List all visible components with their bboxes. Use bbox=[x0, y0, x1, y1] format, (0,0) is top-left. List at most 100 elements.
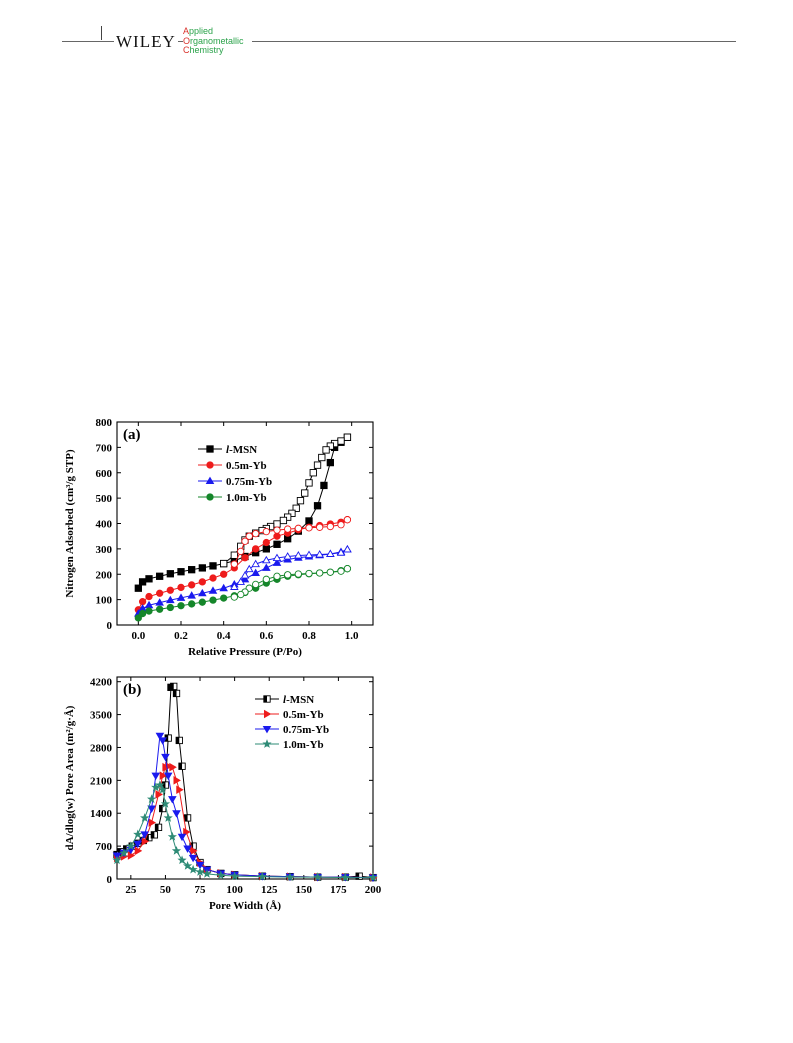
legend-label: 0.5m-Yb bbox=[283, 709, 324, 721]
data-point bbox=[112, 855, 122, 865]
data-point bbox=[198, 578, 206, 586]
data-point bbox=[154, 823, 163, 831]
data-point bbox=[284, 525, 292, 533]
data-point bbox=[326, 549, 335, 557]
series-l-msn bbox=[113, 682, 377, 882]
data-point bbox=[198, 564, 206, 572]
legend-marker bbox=[205, 476, 215, 485]
series-0-75m-yb bbox=[134, 544, 352, 617]
data-point bbox=[236, 577, 246, 585]
data-point bbox=[177, 855, 187, 865]
x-tick-label: 25 bbox=[125, 884, 137, 896]
marker-fill bbox=[263, 695, 267, 703]
data-point bbox=[230, 551, 238, 559]
data-point bbox=[313, 872, 323, 882]
data-point bbox=[273, 532, 281, 540]
data-point bbox=[133, 829, 143, 839]
legend-label-text: -MSN bbox=[229, 444, 257, 456]
data-point bbox=[151, 772, 161, 781]
data-point bbox=[202, 868, 212, 878]
marker-fill bbox=[178, 763, 183, 770]
marker-fill bbox=[167, 684, 171, 691]
data-point bbox=[188, 864, 198, 874]
series-0-5m-yb bbox=[134, 516, 352, 614]
header-divider bbox=[101, 26, 102, 40]
y-tick-label: 4200 bbox=[90, 677, 113, 689]
data-point bbox=[166, 586, 174, 594]
data-point bbox=[283, 552, 292, 560]
data-point bbox=[240, 571, 250, 579]
data-point bbox=[220, 570, 228, 578]
legend-label-text: 0.75m-Yb bbox=[226, 476, 272, 488]
x-tick-label: 125 bbox=[261, 884, 278, 896]
series-0-75m-yb bbox=[112, 732, 378, 883]
data-point bbox=[158, 737, 167, 745]
legend-item: 0.75m-Yb bbox=[255, 724, 329, 736]
data-point bbox=[150, 831, 159, 839]
data-point bbox=[241, 537, 249, 545]
data-point bbox=[177, 583, 185, 592]
data-point bbox=[219, 583, 228, 592]
legend-label-text: -MSN bbox=[286, 694, 314, 706]
data-point bbox=[292, 504, 300, 512]
data-point bbox=[173, 776, 181, 785]
legend-label-text: 0.5m-Yb bbox=[283, 709, 324, 721]
legend-label: 0.75m-Yb bbox=[283, 724, 329, 736]
series-1-0m-yb bbox=[134, 565, 352, 622]
x-axis-label: Pore Width (Å) bbox=[209, 900, 281, 912]
data-point bbox=[138, 598, 147, 606]
data-point bbox=[133, 840, 143, 849]
y-tick-label: 100 bbox=[96, 595, 113, 607]
data-point bbox=[220, 594, 228, 602]
x-tick-label: 1.0 bbox=[345, 630, 359, 642]
data-point bbox=[316, 523, 324, 531]
data-point bbox=[182, 861, 193, 870]
y-tick-label: 3500 bbox=[90, 710, 113, 722]
legend-marker bbox=[263, 695, 271, 703]
legend-item: 1.0m-Yb bbox=[198, 492, 267, 504]
data-point bbox=[155, 780, 165, 789]
data-point bbox=[343, 544, 352, 553]
data-point bbox=[177, 833, 187, 842]
data-point bbox=[140, 831, 149, 839]
panel-label: (a) bbox=[123, 427, 141, 443]
data-point bbox=[176, 593, 186, 601]
marker-fill bbox=[170, 683, 174, 690]
data-point bbox=[160, 798, 171, 808]
header-rule-left bbox=[62, 41, 114, 42]
data-point bbox=[309, 469, 317, 477]
legend-label: 0.75m-Yb bbox=[226, 476, 272, 488]
legend-label: 1.0m-Yb bbox=[283, 739, 324, 751]
data-point bbox=[337, 521, 345, 529]
chart-panel-a: 0.0 0.2 0.4 0.6 0.8 1.0 0 100 200 300 400 500 600 700… bbox=[64, 417, 374, 658]
data-point bbox=[305, 569, 313, 578]
data-point bbox=[272, 558, 282, 566]
adsorption-line bbox=[137, 519, 348, 611]
data-point bbox=[273, 540, 281, 548]
data-point bbox=[172, 689, 181, 698]
data-point bbox=[175, 736, 183, 745]
data-point bbox=[159, 804, 167, 813]
data-point bbox=[288, 509, 296, 517]
data-point bbox=[145, 607, 153, 615]
data-point bbox=[294, 551, 303, 559]
marker-fill bbox=[184, 814, 188, 822]
data-point bbox=[146, 794, 157, 804]
data-point bbox=[134, 614, 142, 622]
data-point bbox=[343, 516, 352, 524]
data-point bbox=[343, 433, 352, 441]
data-point bbox=[316, 569, 324, 577]
data-point bbox=[305, 517, 313, 525]
legend-item: 0.5m-Yb bbox=[255, 709, 324, 721]
data-point bbox=[134, 846, 143, 856]
series-l-msn bbox=[134, 433, 352, 592]
data-point bbox=[326, 568, 334, 576]
panel-label: (b) bbox=[123, 682, 141, 698]
data-point bbox=[262, 538, 270, 547]
marker-fill bbox=[155, 824, 159, 831]
data-point bbox=[230, 582, 239, 590]
journal-initial: O bbox=[183, 35, 191, 46]
data-point bbox=[220, 559, 228, 568]
data-point bbox=[262, 575, 270, 583]
data-point bbox=[170, 682, 178, 691]
